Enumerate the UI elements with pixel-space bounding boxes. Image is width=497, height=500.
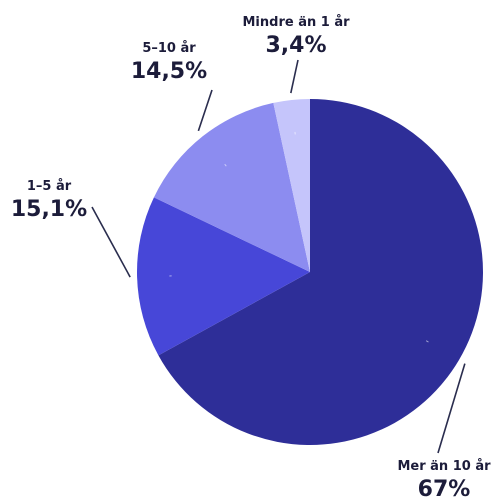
- inner-tick-5-10-ar: [224, 163, 227, 167]
- pie-slices: [137, 99, 484, 445]
- slice-label-value: 67%: [418, 477, 471, 500]
- slice-label-name: 5–10 år: [142, 41, 196, 56]
- label-mer-an-10-ar: Mer än 10 år 67%: [397, 459, 491, 500]
- slice-label-name: Mer än 10 år: [397, 459, 491, 474]
- leader-line-1-5-ar: [91, 206, 131, 278]
- leader-lines: [91, 59, 466, 454]
- slice-label-name: Mindre än 1 år: [242, 15, 350, 30]
- pie-slice-1-5-ar: [137, 197, 310, 356]
- pie-slice-mer-an-10-ar: [158, 99, 484, 445]
- slice-label-value: 3,4%: [265, 33, 326, 58]
- label-mindre-an-1-ar: Mindre än 1 år 3,4%: [242, 15, 350, 58]
- leader-line-5-10-ar: [197, 89, 213, 132]
- slice-label-value: 14,5%: [131, 59, 207, 84]
- slice-label-value: 15,1%: [11, 197, 87, 222]
- inner-tick-mer-an-10-ar: [425, 340, 429, 343]
- label-5-10-ar: 5–10 år 14,5%: [131, 41, 207, 84]
- leader-line-mindre-an-1-ar: [290, 59, 299, 94]
- slice-label-name: 1–5 år: [27, 179, 72, 194]
- leader-line-mer-an-10-ar: [437, 363, 466, 454]
- pie-slice-5-10-ar: [153, 102, 310, 272]
- label-1-5-ar: 1–5 år 15,1%: [11, 179, 87, 222]
- pie-slice-mindre-an-1-ar: [273, 99, 310, 272]
